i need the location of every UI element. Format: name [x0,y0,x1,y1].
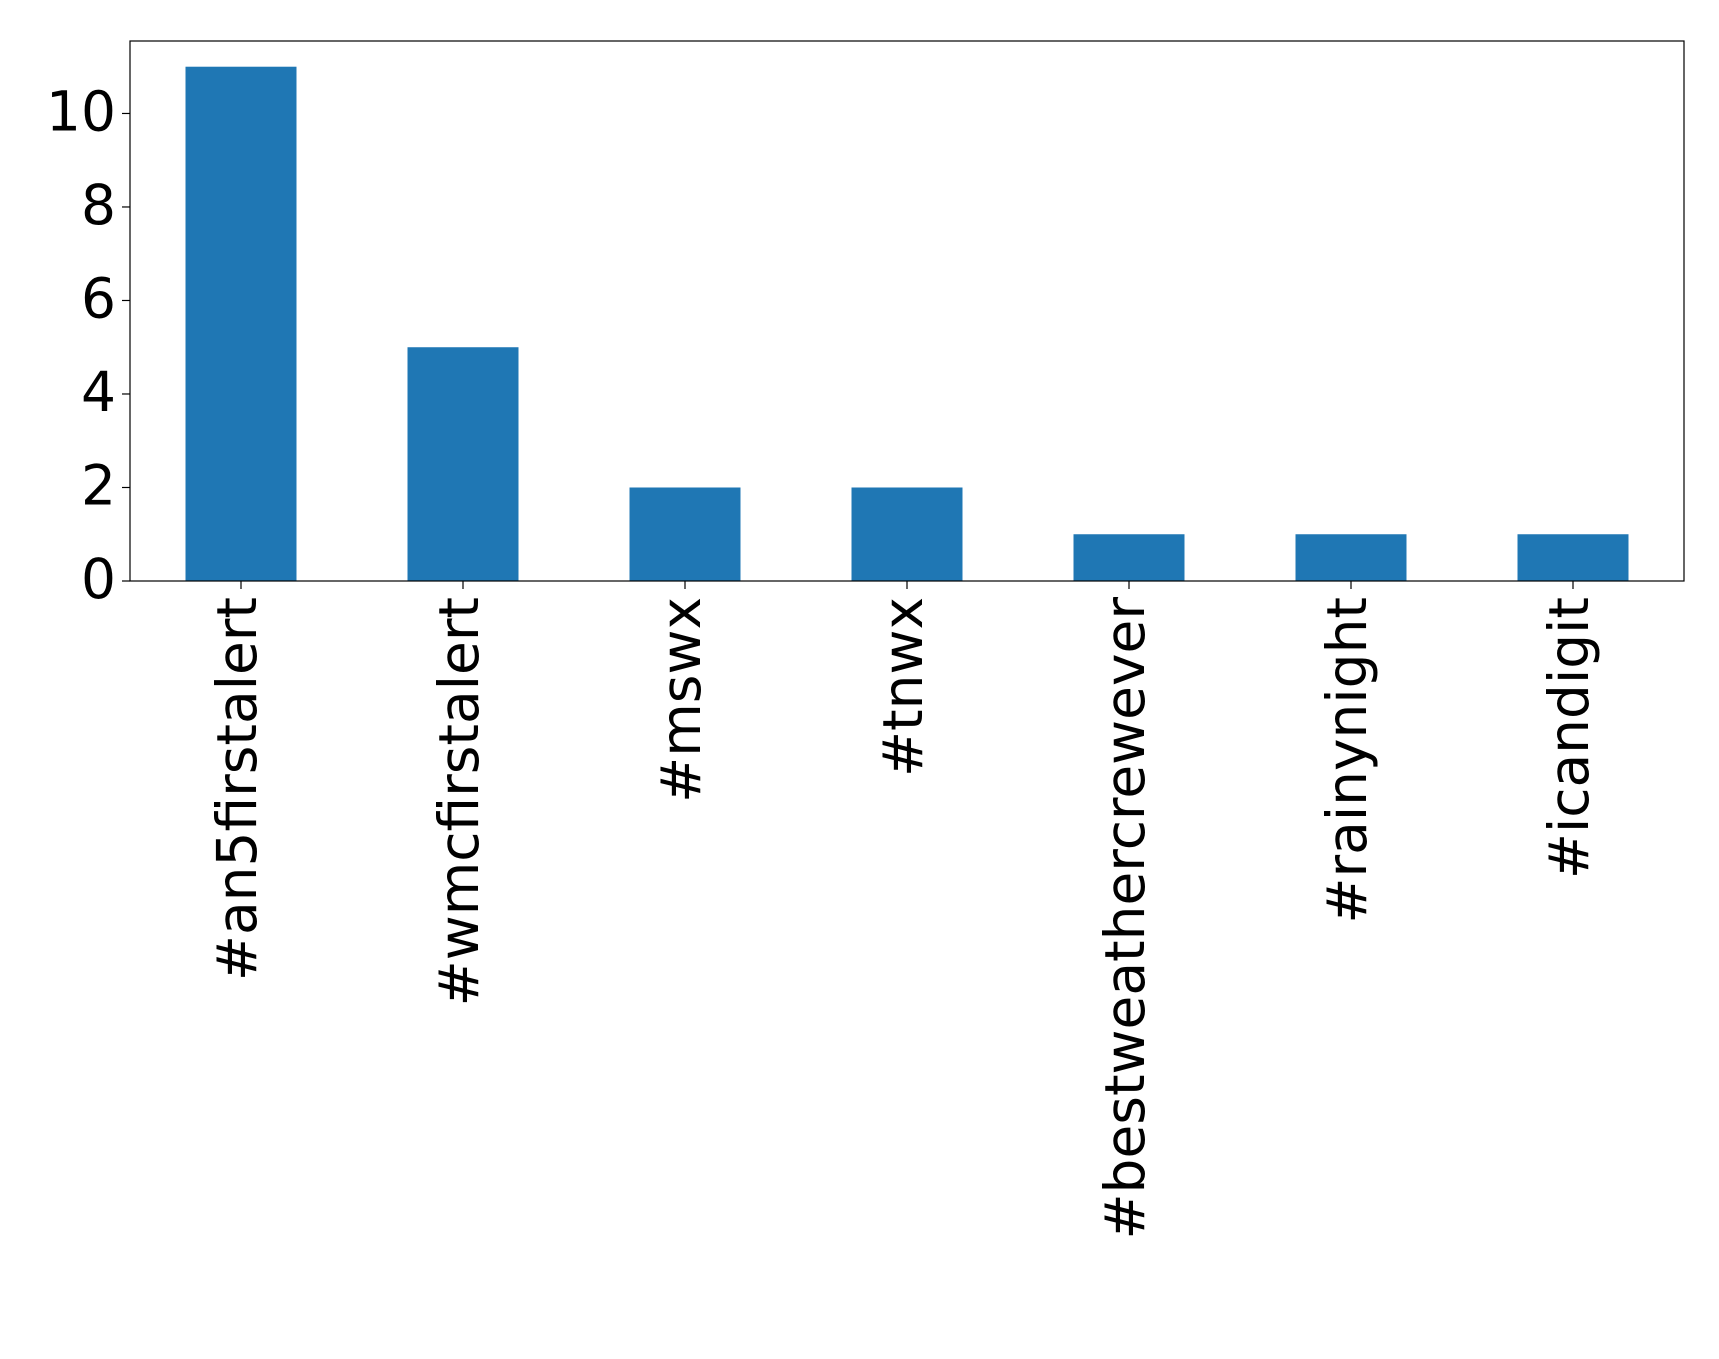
y-tick-label: 6 [81,267,116,331]
y-tick-label: 8 [81,173,116,237]
x-tick-label: #icandigit [1537,597,1601,879]
bar [185,66,297,581]
x-tick-label: #mswx [649,597,713,803]
bar [851,487,963,581]
bar [1073,534,1185,581]
bar [1295,534,1407,581]
y-tick-label: 4 [81,360,116,424]
y-tick-label: 10 [46,80,116,144]
x-tick-label: #wmcfirstalert [427,597,491,1006]
plot-frame [129,40,1685,582]
y-tick-label: 0 [81,547,116,611]
x-tick-label: #bestweathercrewever [1093,597,1157,1240]
bar [629,487,741,581]
bar [407,347,519,581]
x-tick-label: #an5firstalert [205,597,269,981]
x-tick-label: #rainynight [1315,597,1379,924]
y-tick-label: 2 [81,454,116,518]
x-tick-label: #tnwx [871,597,935,777]
bar [1517,534,1629,581]
